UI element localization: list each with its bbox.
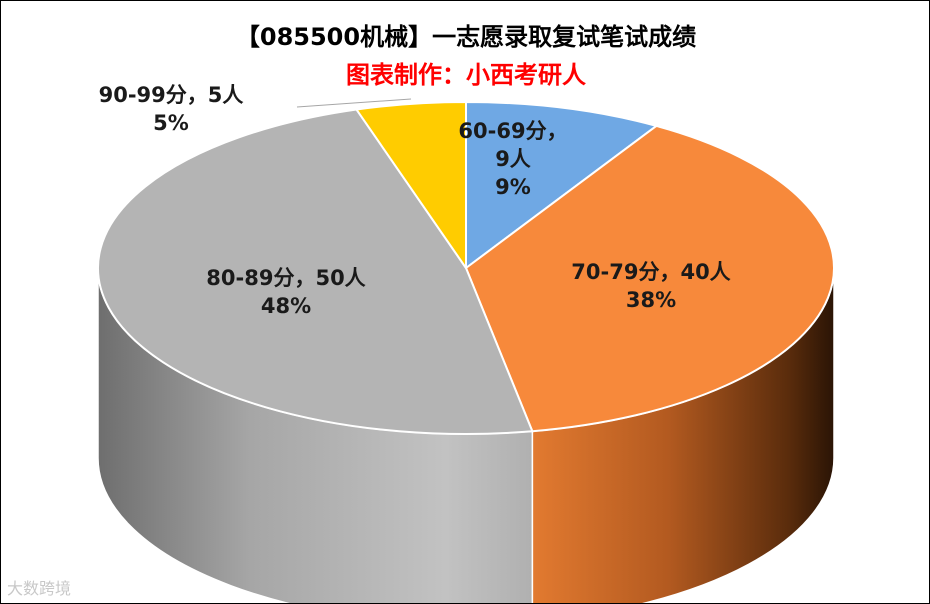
data-label-line: 60-69分， — [458, 119, 567, 143]
data-label-line: 90-99分，5人 — [99, 83, 244, 107]
label-layer: 60-69分， 9人 9% 70-79分，40人 38% 80-89分，50人 48% 90-… — [99, 83, 731, 318]
leader-line-90-99分 — [296, 98, 412, 108]
data-label-line: 48% — [261, 294, 311, 318]
chart-title: 【085500机械】一志愿录取复试笔试成绩 — [235, 23, 697, 51]
pie-slice-70-79分 — [464, 124, 835, 433]
chart-subtitle: 图表制作：小西考研人 — [346, 61, 586, 89]
data-label-70-79分: 70-79分，40人 38% — [571, 260, 730, 312]
data-label-line: 38% — [626, 288, 676, 312]
data-label-60-69分: 60-69分， 9人 9% — [458, 119, 567, 199]
data-label-line: 70-79分，40人 — [571, 260, 730, 284]
pie-slice-60-69分 — [465, 100, 659, 270]
watermark-text: 大数跨境 — [7, 579, 72, 598]
data-label-90-99分: 90-99分，5人 5% — [99, 83, 244, 135]
data-label-line: 5% — [153, 111, 189, 135]
data-label-line: 9人 — [495, 147, 531, 171]
data-label-80-89分: 80-89分，50人 48% — [206, 266, 365, 318]
pie-top-layer — [97, 100, 835, 435]
data-label-line: 9% — [495, 175, 531, 199]
pie-slice-90-99分 — [354, 100, 467, 272]
pie-slice-80-89分 — [97, 108, 534, 435]
leader-layer — [296, 98, 412, 108]
data-label-line: 80-89分，50人 — [206, 266, 365, 290]
